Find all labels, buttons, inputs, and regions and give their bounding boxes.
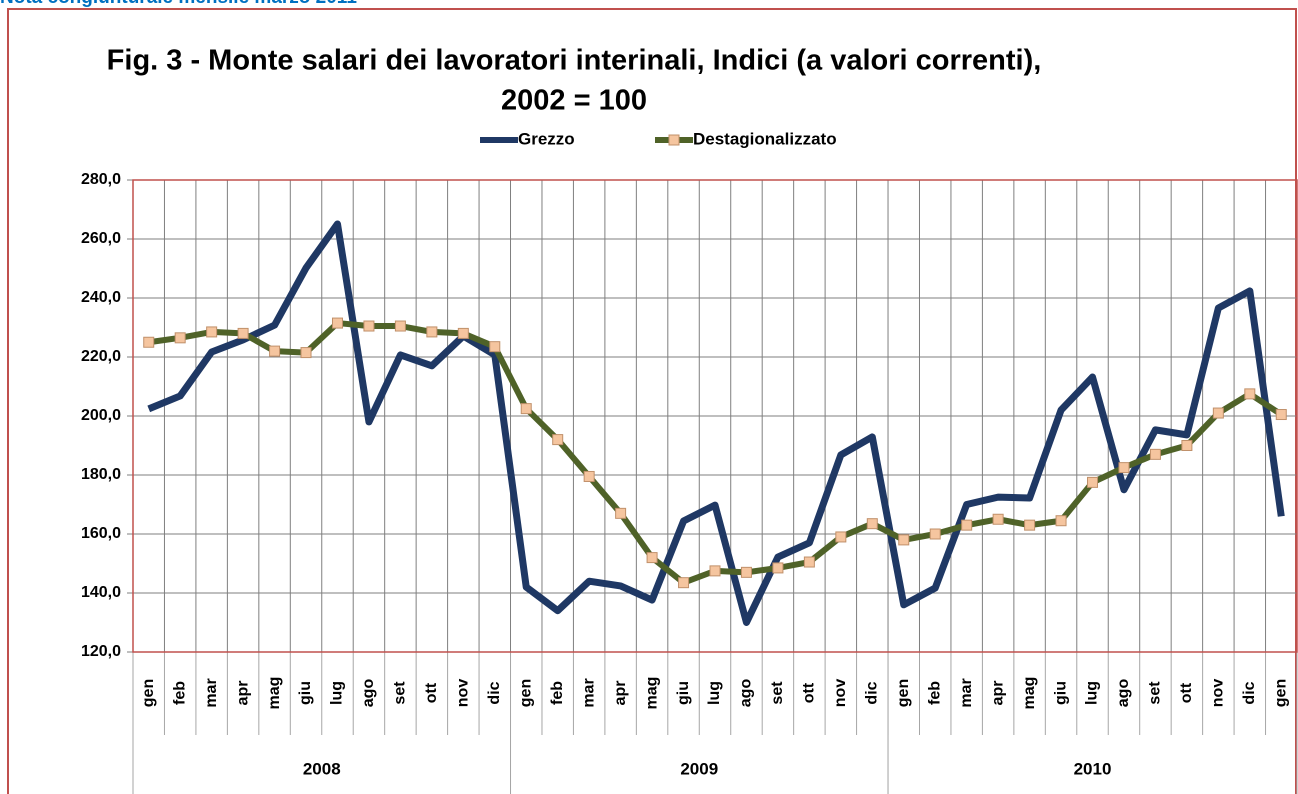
point-marker [740, 566, 752, 578]
point-marker [206, 326, 218, 338]
x-tick-label: apr [989, 681, 1006, 706]
y-tick-label: 140,0 [81, 584, 121, 601]
x-tick-label: mag [266, 677, 283, 710]
point-marker [269, 345, 281, 357]
x-tick-label: feb [549, 681, 566, 705]
chart-subtitle: 2002 = 100 [501, 85, 647, 117]
point-marker [646, 552, 658, 564]
y-tick-label: 180,0 [81, 466, 121, 483]
x-tick-label: feb [926, 681, 943, 705]
group-label: 2010 [1074, 759, 1112, 778]
page-header: Nota congiunturale mensile marzo 2011 [0, 0, 357, 8]
x-tick-label: gen [1272, 679, 1289, 707]
point-marker [1212, 407, 1224, 419]
x-tick-label: lug [1084, 681, 1101, 705]
plot-border [132, 179, 1298, 653]
point-marker [803, 556, 815, 568]
series-line [147, 220, 1285, 626]
x-tick-label: apr [234, 681, 251, 706]
x-tick-label: nov [455, 679, 472, 708]
point-marker [1024, 519, 1036, 531]
point-marker [143, 336, 155, 348]
point-marker [835, 531, 847, 543]
x-tick-label: giu [297, 681, 314, 705]
point-marker [992, 513, 1004, 525]
x-tick-label: mag [643, 677, 660, 710]
point-marker [237, 327, 249, 339]
point-marker [709, 565, 721, 577]
point-marker [898, 534, 910, 546]
x-tick-label: gen [140, 679, 157, 707]
x-tick-label: feb [171, 681, 188, 705]
x-tick-label: mar [958, 678, 975, 707]
x-tick-label: ago [360, 679, 377, 708]
chart-frame [7, 8, 1297, 794]
chart-title: Fig. 3 - Monte salari dei lavoratori int… [107, 45, 1042, 77]
x-tick-label: set [769, 681, 786, 705]
x-tick-label: ago [738, 679, 755, 708]
y-tick-label: 260,0 [81, 230, 121, 247]
y-tick-label: 160,0 [81, 525, 121, 542]
x-tick-label: dic [1241, 681, 1258, 704]
point-marker [929, 528, 941, 540]
point-marker [678, 577, 690, 589]
point-marker [772, 562, 784, 574]
x-tick-label: gen [517, 679, 534, 707]
legend-label: Destagionalizzato [693, 129, 837, 148]
point-marker [363, 320, 375, 332]
point-marker [1087, 476, 1099, 488]
x-tick-label: mar [203, 678, 220, 707]
x-tick-label: set [1147, 681, 1164, 705]
group-label: 2008 [303, 759, 341, 778]
y-tick-label: 280,0 [81, 171, 121, 188]
point-marker [489, 341, 501, 353]
point-marker [520, 403, 532, 415]
x-tick-label: set [392, 681, 409, 705]
point-marker [583, 470, 595, 482]
point-marker [300, 347, 312, 359]
y-tick-label: 120,0 [81, 643, 121, 660]
point-marker [457, 327, 469, 339]
x-tick-label: nov [832, 679, 849, 708]
y-tick-label: 220,0 [81, 348, 121, 365]
point-marker [394, 320, 406, 332]
x-tick-label: giu [675, 681, 692, 705]
point-marker [1149, 448, 1161, 460]
x-tick-label: ott [1178, 682, 1195, 703]
x-tick-label: nov [1210, 679, 1227, 708]
x-tick-label: mar [580, 678, 597, 707]
x-tick-label: dic [486, 681, 503, 704]
x-tick-label: apr [612, 681, 629, 706]
point-marker [331, 317, 343, 329]
x-tick-label: lug [706, 681, 723, 705]
point-marker [1055, 515, 1067, 527]
legend-marker [668, 134, 680, 146]
point-marker [552, 434, 564, 446]
point-marker [615, 507, 627, 519]
point-marker [1275, 409, 1287, 421]
x-tick-label: ott [801, 682, 818, 703]
x-tick-label: giu [1052, 681, 1069, 705]
x-tick-label: ago [1115, 679, 1132, 708]
point-marker [961, 519, 973, 531]
point-marker [174, 332, 186, 344]
y-tick-label: 200,0 [81, 407, 121, 424]
legend-label: Grezzo [518, 129, 575, 148]
point-marker [426, 326, 438, 338]
point-marker [1181, 440, 1193, 451]
x-tick-label: ott [423, 682, 440, 703]
x-tick-label: gen [895, 679, 912, 707]
point-marker [1244, 388, 1256, 400]
x-tick-label: mag [1021, 677, 1038, 710]
x-tick-label: lug [329, 681, 346, 705]
point-marker [1118, 462, 1130, 474]
y-tick-label: 240,0 [81, 289, 121, 306]
point-marker [866, 518, 878, 530]
group-label: 2009 [680, 759, 718, 778]
x-tick-label: dic [864, 681, 881, 704]
